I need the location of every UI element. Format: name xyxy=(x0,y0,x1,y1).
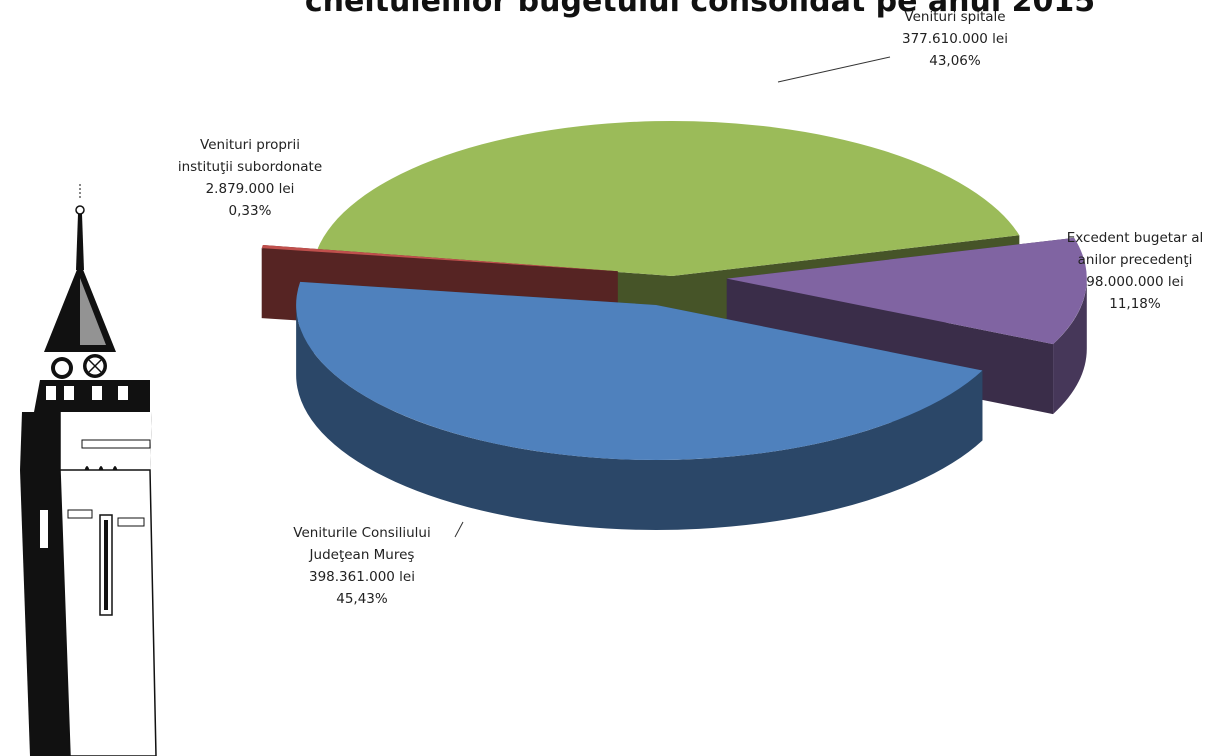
slice-label-excedent-bugetar: Excedent bugetar al anilor precedenţi 98… xyxy=(1050,227,1220,315)
slice-label-percent: 43,06% xyxy=(929,53,981,69)
slice-label-value: 98.000.000 lei xyxy=(1086,274,1184,290)
slice-label-value: 377.610.000 lei xyxy=(902,31,1008,47)
slice-label-name: instituţii subordonate xyxy=(177,159,323,175)
slice-label-value: 398.361.000 lei xyxy=(309,569,415,585)
slice-label-name: Venituri proprii xyxy=(200,137,300,153)
slice-label-name: Venituri spitale xyxy=(904,9,1006,25)
slice-label-venituri-spitale: Venituri spitale 377.610.000 lei 43,06% xyxy=(880,6,1030,72)
slice-label-name: Judeţean Mureş xyxy=(309,547,415,563)
slice-label-name: anilor precedenţi xyxy=(1077,252,1193,268)
leader-line-venituri-consiliului xyxy=(454,521,464,538)
pie-slice-0 xyxy=(296,281,983,530)
leader-line-venituri-spitale xyxy=(777,56,891,83)
slice-label-venituri-consiliului: Veniturile Consiliului Judeţean Mureş 39… xyxy=(262,522,462,610)
slice-label-percent: 11,18% xyxy=(1109,296,1161,312)
slice-label-venituri-proprii: Venituri proprii instituţii subordonate … xyxy=(160,134,340,222)
slice-label-name: Veniturile Consiliului xyxy=(293,525,431,541)
chart-title: cheltuielilor bugetului consolidat pe an… xyxy=(304,0,1096,19)
slice-label-percent: 45,43% xyxy=(336,591,388,607)
slice-label-value: 2.879.000 lei xyxy=(205,181,295,197)
slice-label-percent: 0,33% xyxy=(228,203,272,219)
slice-label-name: Excedent bugetar al xyxy=(1066,230,1204,246)
